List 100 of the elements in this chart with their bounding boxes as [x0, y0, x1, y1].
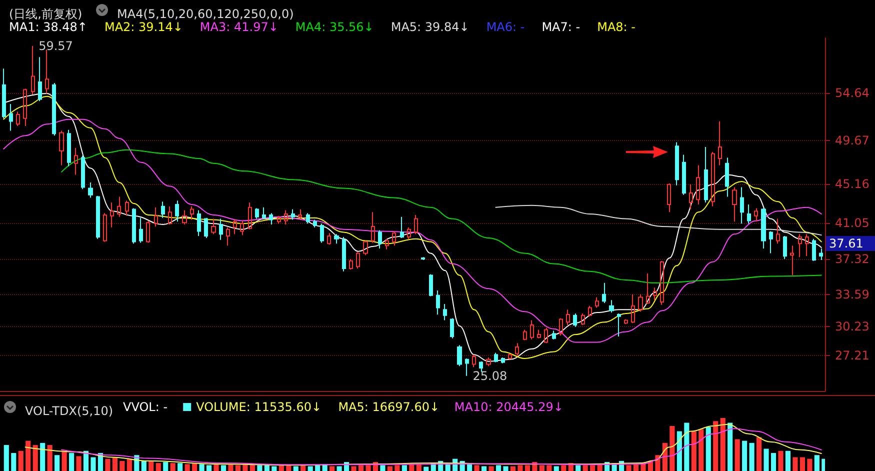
bar — [90, 457, 96, 471]
bar — [112, 457, 118, 471]
bar — [424, 466, 429, 471]
bar — [257, 465, 262, 471]
candlestick — [74, 148, 78, 176]
bar — [62, 450, 67, 471]
bar — [76, 456, 82, 471]
bar — [756, 437, 762, 471]
bar — [272, 466, 277, 471]
bar — [308, 466, 313, 471]
bar — [105, 458, 110, 471]
candlestick — [385, 238, 389, 250]
candlestick — [486, 357, 491, 367]
bar — [482, 466, 487, 471]
candlestick — [769, 230, 773, 254]
chart-subtitle: MA4(5,10,20,60,120,250,0,0) — [117, 7, 294, 21]
candlestick — [132, 208, 136, 244]
candlestick — [96, 195, 100, 240]
candlestick — [363, 240, 368, 256]
candlestick — [783, 236, 787, 260]
candlestick — [45, 48, 49, 94]
candlestick — [776, 218, 780, 244]
line-series — [61, 149, 822, 284]
bar — [206, 465, 212, 471]
bar — [40, 442, 46, 471]
annotation: 59.57 — [38, 38, 73, 53]
bar — [474, 465, 480, 471]
text: MA4: 35.56↓ — [295, 20, 374, 34]
candlestick — [465, 358, 469, 376]
candlestick — [682, 154, 686, 196]
text: MA10: 20445.29↓ — [454, 400, 564, 414]
annotation: 25.08 — [472, 368, 508, 383]
candlestick — [284, 210, 288, 226]
candlestick — [407, 226, 411, 240]
candlestick — [732, 186, 737, 222]
bar — [698, 429, 704, 471]
text: MA2: 39.14↓ — [104, 20, 183, 34]
bar — [315, 465, 320, 471]
bar — [11, 452, 16, 471]
bar — [300, 465, 306, 471]
candlestick — [23, 88, 27, 127]
candlestick — [537, 329, 541, 339]
candlestick — [291, 208, 295, 220]
candlestick — [472, 354, 476, 368]
candlestick — [602, 282, 606, 304]
bar — [676, 431, 682, 471]
bar — [778, 450, 784, 471]
y-tick-label: 27.21 — [835, 348, 870, 363]
candlestick — [660, 260, 664, 306]
bar — [749, 442, 754, 471]
bar — [518, 465, 523, 471]
candlestick — [211, 218, 216, 235]
bar — [684, 422, 690, 471]
candlestick — [139, 217, 143, 244]
bar — [178, 463, 183, 471]
candlestick — [573, 313, 577, 328]
candlestick — [342, 236, 346, 272]
bar — [351, 466, 356, 471]
text: MA1: 38.48↑ — [9, 20, 88, 34]
bar — [286, 465, 292, 471]
bar — [148, 460, 154, 471]
candlestick — [334, 234, 339, 244]
bar — [264, 465, 270, 471]
candlestick — [204, 217, 208, 238]
bar — [32, 445, 38, 471]
bar — [54, 455, 60, 471]
candlestick — [790, 245, 794, 276]
candlestick — [443, 303, 447, 321]
candlestick — [327, 232, 331, 246]
candlestick — [161, 201, 165, 218]
candlestick — [182, 210, 187, 226]
legend-label: VOLUME: 11535.60↓ — [196, 400, 322, 414]
bar — [358, 465, 364, 471]
candlestick — [59, 130, 64, 166]
candlestick — [16, 111, 20, 127]
bar — [706, 427, 711, 471]
candlestick — [421, 256, 425, 260]
candlestick — [595, 296, 599, 308]
chart-title: VOL-TDX(5,10) — [25, 404, 114, 418]
bar — [546, 465, 552, 471]
bar — [713, 421, 718, 471]
bar — [510, 466, 516, 471]
candlestick — [812, 238, 816, 262]
candlestick — [653, 287, 657, 301]
bar — [26, 440, 31, 471]
bar — [503, 466, 508, 471]
bar — [366, 465, 371, 471]
candlestick — [117, 196, 121, 218]
y-tick-label: 37.32 — [835, 252, 870, 266]
bar — [488, 466, 494, 471]
text: MA5: 39.84↓ — [390, 20, 470, 34]
candlestick — [479, 360, 483, 372]
candlestick — [320, 223, 324, 244]
bar — [69, 452, 74, 471]
candlestick — [436, 290, 440, 315]
candlestick — [356, 252, 360, 270]
candlestick — [248, 202, 252, 230]
candlestick — [798, 234, 802, 258]
bar — [814, 455, 820, 471]
candlestick — [515, 342, 519, 356]
